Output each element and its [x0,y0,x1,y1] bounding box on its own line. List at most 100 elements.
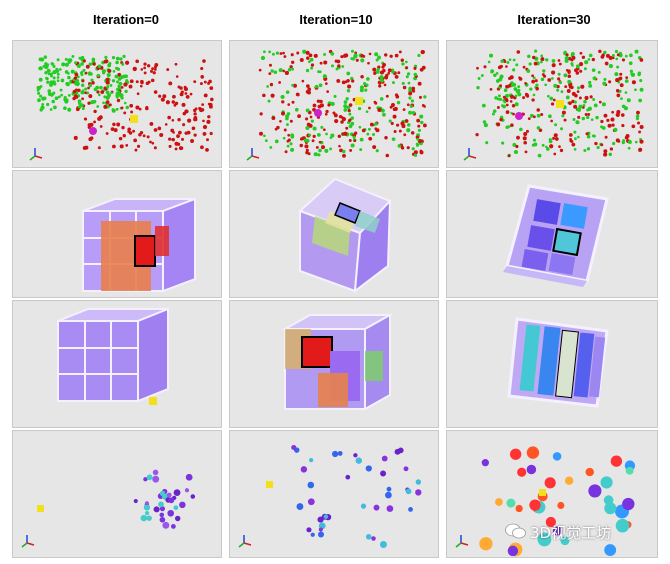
cloud-point [168,81,173,86]
sphere [317,516,324,523]
cloud-point [115,56,120,61]
cloud-point [635,117,640,121]
cloud-point [417,53,421,57]
cloud-point [149,140,152,144]
cloud-point [118,81,123,86]
cloud-point [365,110,369,114]
cloud-point [275,51,280,55]
cloud-point [354,51,358,55]
cloud-point [411,110,416,115]
cloud-point [638,147,643,152]
cloud-point [422,123,427,128]
cloud-point [634,88,637,92]
cloud-point [375,149,379,153]
cloud-point [578,104,583,109]
cloud-point [579,69,583,73]
sphere [365,465,372,472]
spheres-render [21,469,196,548]
cloud-point [111,108,115,112]
cloud-point [282,136,286,140]
cloud-point [187,118,192,123]
cloud-point [203,80,207,84]
cloud-point [583,99,587,104]
cloud-point [172,94,176,99]
cloud-point [406,72,411,76]
watermark-text: 3D视觉工坊 [530,524,612,542]
cloud-point [91,59,95,63]
cloud-point [404,119,409,123]
cloud-point [307,87,312,92]
cloud-point [367,61,370,65]
cloud-point [284,150,288,154]
cloud-point [406,123,411,127]
cloud-point [598,100,602,104]
cloud-point [96,90,100,94]
cloud-point [336,79,341,83]
cloud-point [67,93,71,97]
cloud-point [516,50,521,54]
cloud-point [85,64,90,69]
sphere [146,515,152,521]
cloud-point [496,106,500,109]
cloud-point [558,62,562,66]
cloud-point [56,79,60,83]
cloud-point [150,69,154,73]
cloud-point [374,122,378,126]
sphere [353,453,358,458]
cloud-point [476,85,480,90]
cloud-point [77,99,82,104]
cloud-point [176,134,180,139]
cloud-point [592,98,596,101]
cloud-point [168,137,172,141]
cloud-point [360,74,364,79]
cloud-point [63,95,67,100]
cloud-point [600,54,605,59]
cloud-point [44,71,48,75]
cloud-point [517,88,521,92]
cloud-point [63,106,67,110]
cloud-point [341,80,346,85]
sphere [379,541,387,549]
sphere [386,486,392,492]
cloud-point [505,103,509,107]
cloud-point [626,98,631,103]
cloud-point [311,139,315,143]
cloud-point [174,147,178,151]
cloud-point [200,75,205,79]
cloud-point [596,145,600,150]
cloud-point [65,82,70,87]
cloud-point [139,84,143,88]
cloud-point [191,126,196,131]
cloud-point [318,70,322,74]
cloud-point [259,112,263,116]
cloud-point [505,125,509,130]
cloud-point [73,135,78,140]
cloud-point [532,76,536,80]
cloud-point [636,110,640,115]
cloud-point [563,50,567,54]
cloud-point [408,110,413,115]
cloud-point [402,108,406,112]
cloud-point [350,57,354,61]
cloud-point [593,103,598,108]
sphere [564,476,574,485]
cloud-point [510,94,514,99]
cloud-point [317,153,321,157]
cloud-point [503,88,508,93]
cloud-point [66,71,70,75]
cloud-point [377,65,381,69]
sphere [517,467,527,477]
cloud-point [584,113,588,116]
spheres-panel-iter-0 [12,430,222,558]
cloud-point [607,123,612,128]
cloud-point [202,59,206,63]
cloud-point [150,78,155,83]
cloud-point [600,143,604,147]
sphere [600,476,613,489]
cloud-point [493,73,497,78]
cloud-point [512,68,516,72]
cloud-point [567,74,572,79]
cloud-point [99,125,103,128]
cloud-point [151,141,155,145]
sphere [544,477,556,489]
